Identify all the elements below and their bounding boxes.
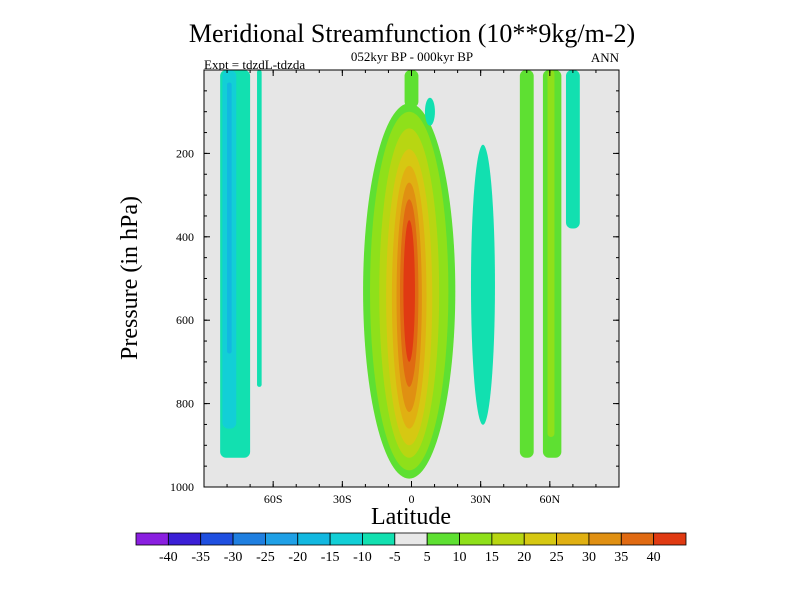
right-label: ANN [591,50,620,65]
colorbar-label: -40 [159,550,178,565]
left-label: Expt = tdzdL-tdzda [204,57,305,72]
contour-equator-level-7 [403,220,415,362]
colorbar-label: -15 [321,550,340,565]
x-tick-label: 60N [539,492,560,506]
colorbar-label: -35 [191,550,210,565]
colorbar-swatch [588,532,622,546]
colorbar-label: -25 [256,550,275,565]
contour-north-high [565,70,580,229]
x-tick-label: 60S [264,492,283,506]
colorbar-label: 35 [614,550,628,565]
colorbar-swatch [653,532,687,546]
contour-equator-north-negative [424,97,435,126]
colorbar-label: 20 [517,550,531,565]
y-tick-label: 1000 [170,480,194,494]
colorbar-label: 30 [582,550,596,565]
colorbar-swatch [459,532,493,546]
colorbar-swatch [394,532,428,546]
colorbar-swatch [523,532,557,546]
colorbar-label: -5 [389,550,401,565]
colorbar-swatch [167,532,202,546]
y-tick-label: 400 [176,230,194,244]
chart-subtitle: 052kyr BP - 000kyr BP [351,49,473,64]
plot-frame [203,69,620,488]
x-tick-label: 30N [470,492,491,506]
contour-north-strip-b-inner [547,70,555,437]
colorbar-swatch [297,532,331,546]
colorbar-label: 25 [550,550,564,565]
colorbar-label: -20 [288,550,307,565]
colorbar-swatch [556,532,590,546]
contour-equator-top [404,70,419,108]
colorbar-swatch [329,532,363,546]
colorbar-label: 40 [647,550,661,565]
x-tick-label: 0 [409,492,415,506]
colorbar-swatch [232,532,266,546]
colorbar-swatch [426,532,460,546]
colorbar-swatch [200,532,234,546]
colorbar-label: -10 [353,550,372,565]
x-axis-label: Latitude [371,504,451,530]
colorbar-label: -30 [224,550,243,565]
chart-title: Meridional Streamfunction (10**9kg/m-2) [189,19,635,48]
contour-north-strip-a [519,70,534,458]
colorbar-label: 10 [453,550,467,565]
contour-south-strip [257,70,262,387]
contour-south-inner [227,82,232,354]
contour-north-subtropical [470,144,495,425]
y-tick-label: 600 [176,313,194,327]
colorbar-label: 5 [424,550,431,565]
x-tick-label: 30S [333,492,352,506]
y-tick-label: 800 [176,397,194,411]
colorbar-label: 15 [485,550,499,565]
colorbar-swatch [620,532,655,546]
colorbar-swatch [135,532,169,546]
colorbar-swatch [362,532,396,546]
y-axis-label: Pressure (in hPa) [117,196,143,360]
colorbar-swatch [491,532,525,546]
y-tick-label: 200 [176,146,194,160]
colorbar-swatch [265,532,299,546]
